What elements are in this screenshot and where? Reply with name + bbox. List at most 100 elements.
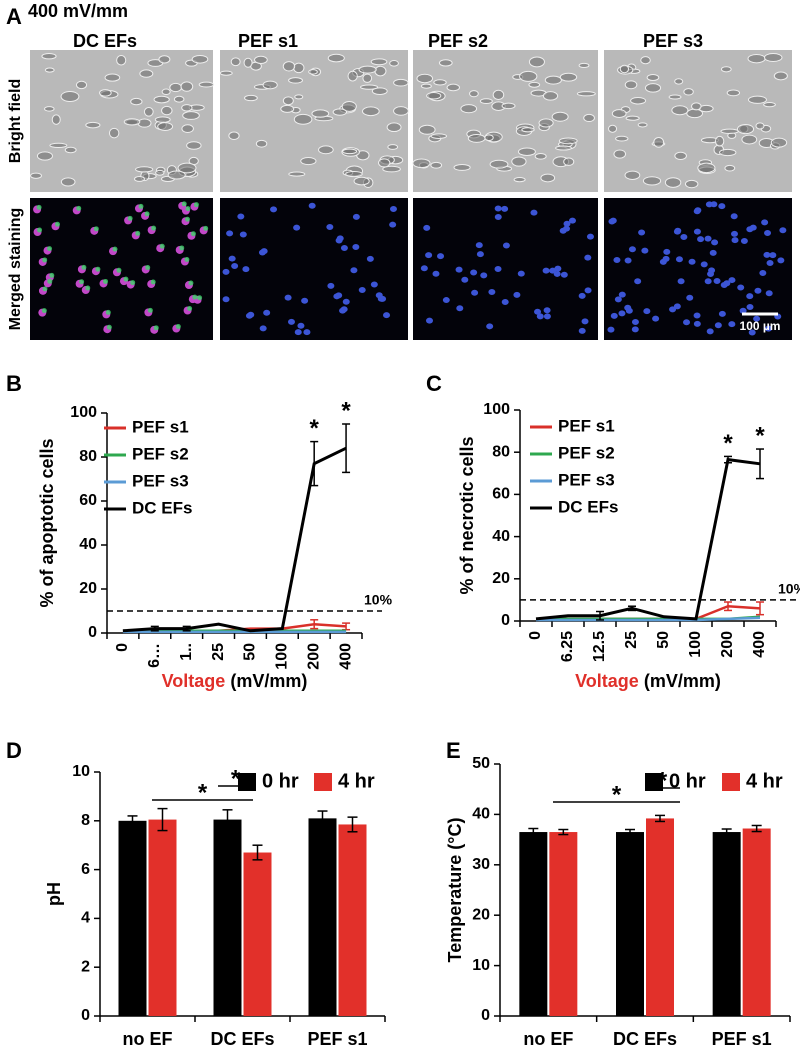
nucleus <box>543 313 551 320</box>
cell <box>426 92 442 100</box>
cell <box>389 60 399 67</box>
cell <box>492 89 505 100</box>
nucleus <box>455 266 463 273</box>
nucleus <box>704 278 712 285</box>
cell <box>187 305 193 311</box>
nucleus <box>779 227 787 234</box>
nucleus <box>228 255 236 262</box>
nucleus <box>688 258 696 265</box>
cell <box>228 131 240 140</box>
cell <box>173 95 185 103</box>
cell <box>386 122 402 133</box>
cell <box>85 285 91 291</box>
legend-label: PEF s3 <box>558 470 615 489</box>
cell <box>135 166 154 173</box>
nucleus <box>624 304 632 311</box>
cell <box>99 89 112 97</box>
cell <box>773 71 788 81</box>
x-tick-label: DC EFs <box>210 1029 274 1049</box>
nucleus <box>731 237 739 244</box>
nucleus <box>753 315 761 322</box>
nucleus <box>237 213 245 220</box>
cell <box>625 115 640 121</box>
nucleus <box>638 229 646 236</box>
cell <box>42 286 48 292</box>
nucleus <box>308 202 316 209</box>
cell <box>153 325 159 331</box>
cell <box>755 122 765 130</box>
nucleus <box>425 317 433 324</box>
y-axis-title: Temperature (°C) <box>445 818 465 963</box>
cell <box>668 94 682 100</box>
cell <box>60 91 80 103</box>
cell <box>293 62 305 74</box>
bar <box>742 828 771 1016</box>
column-header: PEF s2 <box>428 31 488 51</box>
cell <box>720 66 732 73</box>
cell <box>544 75 562 85</box>
nucleus <box>765 325 773 332</box>
nucleus <box>554 265 562 272</box>
nucleus <box>494 265 502 272</box>
bar <box>338 824 367 1016</box>
cell <box>624 170 641 180</box>
cell <box>358 65 377 74</box>
cell <box>49 142 68 149</box>
y-tick-label: 4 <box>81 910 90 927</box>
cell <box>615 135 629 142</box>
nucleus <box>711 239 719 246</box>
column-header: PEF s3 <box>643 31 703 51</box>
cell <box>37 227 43 233</box>
cell <box>534 153 547 160</box>
cell <box>558 137 578 145</box>
x-tick-label: 25 <box>210 643 227 661</box>
nucleus <box>340 306 348 313</box>
series-line <box>122 446 347 633</box>
cell <box>446 83 461 92</box>
nucleus <box>704 235 712 242</box>
nucleus <box>707 270 715 277</box>
nucleus <box>517 270 525 277</box>
cell <box>770 137 788 148</box>
cell <box>116 54 127 66</box>
nucleus <box>584 287 592 294</box>
cell <box>81 264 87 270</box>
nucleus <box>366 255 374 262</box>
cell <box>563 157 575 166</box>
nucleus <box>754 287 762 294</box>
x-axis-title-part: Voltage <box>575 671 639 691</box>
cell <box>542 91 559 101</box>
nucleus <box>749 224 757 231</box>
nucleus <box>765 290 773 297</box>
bar <box>213 819 242 1016</box>
x-tick-label: 50 <box>655 631 672 649</box>
cell <box>619 64 630 74</box>
cell <box>342 148 358 155</box>
nucleus <box>730 230 738 237</box>
cell <box>674 78 684 85</box>
nucleus <box>631 326 639 333</box>
cell <box>36 204 42 210</box>
nucleus <box>326 224 334 231</box>
nucleus <box>222 296 230 303</box>
cell <box>180 81 194 92</box>
nucleus <box>297 322 305 329</box>
nucleus <box>259 325 267 332</box>
cell <box>555 145 572 151</box>
cell <box>318 145 334 155</box>
cell <box>576 91 596 97</box>
nucleus <box>618 291 626 298</box>
nucleus <box>578 292 586 299</box>
nucleus <box>700 261 708 268</box>
nucleus <box>242 266 250 273</box>
cell <box>528 81 541 88</box>
legend-swatch <box>645 773 663 791</box>
micrograph <box>219 50 409 192</box>
cell <box>47 278 53 284</box>
nucleus <box>737 284 745 291</box>
nucleus <box>358 286 366 293</box>
micrograph <box>30 198 213 340</box>
cell <box>139 69 154 78</box>
nucleus <box>480 272 488 279</box>
